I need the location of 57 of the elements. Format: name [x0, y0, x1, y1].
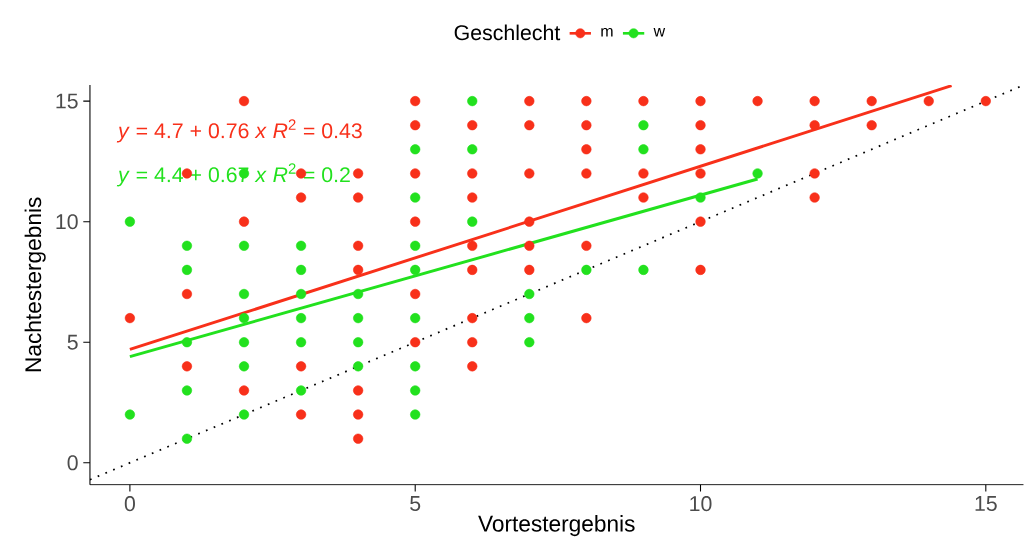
point: [410, 240, 421, 251]
legend-label: w: [653, 28, 666, 37]
point: [638, 120, 649, 131]
point: [353, 337, 364, 348]
point: [238, 289, 250, 300]
point: [524, 337, 535, 348]
point: [238, 240, 250, 251]
point: [296, 289, 307, 300]
y-tick-label: 15: [56, 93, 78, 109]
x-axis-title: Vortestergebnis: [478, 515, 635, 537]
point: [410, 409, 421, 420]
point: [695, 192, 706, 203]
point: [467, 96, 478, 107]
x-tick-label: 5: [410, 496, 421, 512]
point: [410, 192, 421, 203]
point: [124, 216, 135, 227]
point: [238, 361, 250, 372]
point: [410, 144, 421, 155]
point: [638, 144, 649, 155]
point: [467, 216, 478, 227]
point: [296, 313, 307, 324]
point: [353, 361, 364, 372]
y-tick-label: 10: [56, 214, 78, 230]
point: [467, 144, 478, 155]
point: [638, 264, 649, 276]
x-tick-label: 0: [124, 496, 135, 512]
y-tick-label: 5: [67, 334, 78, 350]
point: [296, 240, 307, 251]
x-tick-label: 15: [975, 496, 997, 512]
point: [752, 168, 763, 179]
point: [524, 313, 535, 324]
point: [581, 264, 592, 276]
point: [524, 289, 535, 300]
point: [181, 433, 193, 444]
legend-title: Geschlecht: [454, 24, 561, 41]
point: [238, 313, 250, 324]
point: [410, 313, 421, 324]
y-tick-label: 0: [67, 455, 78, 471]
point: [410, 361, 421, 372]
point: [296, 337, 307, 348]
point: [181, 264, 193, 276]
point: [410, 264, 421, 276]
point: [353, 313, 364, 324]
point: [181, 385, 193, 396]
point: [296, 264, 307, 276]
point: [124, 409, 135, 420]
y-axis-title: Nachtestergebnis: [24, 197, 46, 372]
point: [238, 337, 250, 348]
point: [296, 385, 307, 396]
point: [181, 240, 193, 251]
legend-label: m: [601, 28, 613, 37]
x-tick-label: 10: [690, 496, 712, 512]
annotation: y = 4.7 + 0.76 x R$^{2}$ = 0.43: [116, 119, 362, 143]
point: [353, 289, 364, 300]
point: [181, 337, 193, 348]
point: [410, 385, 421, 396]
point: [238, 409, 250, 420]
